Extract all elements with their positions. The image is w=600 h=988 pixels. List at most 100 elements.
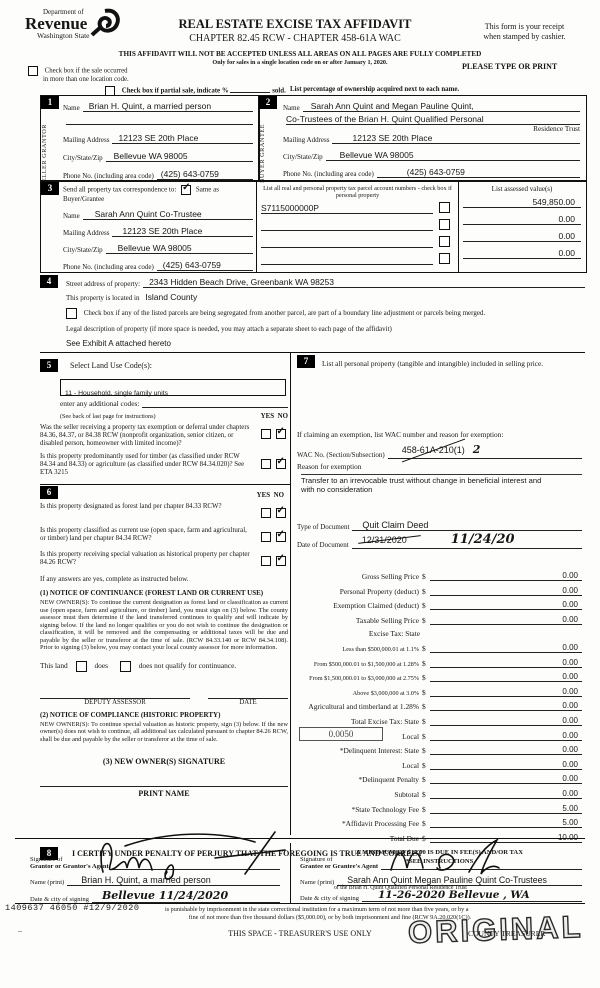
minimum-note: A MINIMUM OF $10.00 IS DUE IN FEE(S) AND… bbox=[356, 848, 523, 856]
legal-description-value[interactable]: See Exhibit A attached hereto bbox=[66, 339, 171, 348]
grantor-name-print-field[interactable]: Brian H. Quint, a married person bbox=[67, 875, 280, 886]
deputy-date-line[interactable] bbox=[208, 697, 288, 699]
tax-row-dollar: $ bbox=[422, 601, 426, 611]
parcel-field-1[interactable]: S7115000000P bbox=[261, 203, 433, 214]
grantor-sig-label-2: Grantor or Grantor's Agent bbox=[30, 863, 109, 870]
parcel-field-4[interactable] bbox=[261, 264, 433, 265]
this-land-does-not-checkbox[interactable] bbox=[119, 660, 131, 672]
s3-address-field[interactable]: 12123 SE 20th Place bbox=[112, 226, 253, 237]
tax-row-amount-field[interactable]: 5.00 bbox=[430, 804, 582, 814]
print-name-line[interactable] bbox=[40, 786, 288, 787]
buyer-name-field-2[interactable]: Co-Trustees of the Brian H. Quint Qualif… bbox=[286, 114, 580, 125]
s3-name-field[interactable]: Sarah Ann Quint Co-Trustee bbox=[82, 209, 253, 220]
s6-q1-no-checkbox[interactable]: ✓ bbox=[275, 505, 286, 519]
grantor-signature-line[interactable] bbox=[111, 869, 280, 870]
tax-row-amount-field[interactable]: 0.00 bbox=[430, 615, 582, 625]
tax-row-amount-field[interactable]: 0.00 bbox=[430, 571, 582, 581]
parcel-field-3[interactable] bbox=[261, 247, 433, 248]
parcel-field-2[interactable] bbox=[261, 230, 433, 231]
buyer-name-field[interactable]: Sarah Ann Quint and Megan Pauline Quint, bbox=[302, 101, 580, 112]
s3-phone-field[interactable]: (425) 643-0759 bbox=[156, 260, 253, 271]
seller-address-field[interactable]: 12123 SE 20th Place bbox=[112, 133, 253, 144]
tax-row-amount-field[interactable]: 0.00 bbox=[430, 643, 582, 653]
wac-field[interactable]: 458-61A-210(1) 2 bbox=[387, 440, 582, 459]
same-as-buyer-checkbox[interactable]: ✓ bbox=[181, 182, 192, 195]
street-address-field[interactable]: 2343 Hidden Beach Drive, Greenbank WA 98… bbox=[143, 277, 585, 288]
grantee-date-city-field[interactable]: 11-26-2020 Bellevue , WA bbox=[361, 889, 582, 902]
assessed-value-2: 0.00 bbox=[463, 214, 581, 225]
legal-description-label: Legal description of property (if more s… bbox=[66, 325, 392, 333]
deputy-assessor-sign-line[interactable] bbox=[40, 697, 190, 699]
s6-q2-no-checkbox[interactable]: ✓ bbox=[275, 529, 286, 543]
this-land-does-checkbox[interactable] bbox=[75, 660, 87, 672]
type-of-document-field[interactable]: Quit Claim Deed bbox=[352, 520, 582, 531]
section3-tab: 3 bbox=[41, 182, 59, 195]
parcel-personal-checkbox-1[interactable] bbox=[439, 202, 450, 213]
same-as-buyer-label: Same as Buyer/Grantee bbox=[63, 185, 219, 203]
tax-row-amount-field[interactable]: 0.00 bbox=[430, 789, 582, 799]
date-of-document-field[interactable]: 12/31/2020 11/24/20 bbox=[351, 530, 582, 549]
tax-row-amount-field[interactable]: 0.00 bbox=[430, 600, 582, 611]
buyer-address-field[interactable]: 12123 SE 20th Place bbox=[332, 133, 580, 144]
tax-row-amount-field[interactable]: 0.00 bbox=[430, 731, 582, 741]
assessed-value-3: 0.00 bbox=[463, 231, 581, 242]
buyer-city-field[interactable]: Bellevue WA 98005 bbox=[325, 150, 580, 161]
tax-rows: Gross Selling Price $0.00 Personal Propert… bbox=[297, 571, 582, 843]
seller-city-field[interactable]: Bellevue WA 98005 bbox=[105, 151, 253, 162]
tax-row-amount-field[interactable]: 5.00 bbox=[430, 818, 582, 829]
tax-row-amount-field[interactable]: 0.00 bbox=[430, 701, 582, 712]
tax-row: Excise Tax: State bbox=[297, 629, 582, 638]
s5-q2-yes-checkbox[interactable] bbox=[260, 458, 271, 469]
tax-row: Local $0.00 bbox=[297, 760, 582, 770]
buyer-phone-field[interactable]: (425) 643-0759 bbox=[376, 167, 580, 178]
tax-row-label: *Delinquent Penalty bbox=[358, 775, 419, 785]
buyer-phone-label: Phone No. (including area code) bbox=[283, 170, 374, 178]
tax-row-dollar: $ bbox=[422, 819, 426, 829]
tax-row-amount-field[interactable]: 0.00 bbox=[430, 716, 582, 726]
tax-row-amount-field[interactable]: 0.00 bbox=[430, 672, 582, 683]
tax-row-dollar: $ bbox=[422, 760, 426, 770]
notice1-title: (1) NOTICE OF CONTINUANCE (FOREST LAND O… bbox=[40, 589, 264, 597]
s5-q1-no-checkbox[interactable]: ✓ bbox=[275, 426, 286, 440]
land-use-code-box[interactable]: 11 - Household, single family units bbox=[60, 379, 286, 397]
seller-phone-label: Phone No. (including area code) bbox=[63, 172, 154, 180]
tax-row-amount-field[interactable]: 0.00 bbox=[430, 687, 582, 697]
s3-city-field[interactable]: Bellevue WA 98005 bbox=[105, 243, 253, 254]
s5-q2-no-checkbox[interactable]: ✓ bbox=[275, 456, 286, 469]
s6-q2-yes-checkbox[interactable] bbox=[260, 532, 271, 543]
additional-codes-field[interactable] bbox=[142, 407, 288, 408]
parcel-personal-checkbox-2[interactable] bbox=[439, 219, 450, 230]
s6-q1-yes-checkbox[interactable] bbox=[260, 508, 271, 519]
tax-row-amount-field[interactable]: 0.00 bbox=[430, 745, 582, 756]
ownership-note: List percentage of ownership acquired ne… bbox=[290, 86, 460, 93]
logo-revenue-line: Revenue bbox=[25, 14, 88, 33]
segregated-checkbox[interactable] bbox=[66, 308, 77, 319]
parcel-personal-checkbox-4[interactable] bbox=[439, 253, 450, 264]
seller-name-field[interactable]: Brian H. Quint, a married person bbox=[82, 101, 253, 112]
tax-row-amount-field[interactable]: 0.00 bbox=[430, 774, 582, 785]
tax-row-label: *Delinquent Interest: State bbox=[339, 746, 419, 756]
date-doc-typed: 12/31/2020 bbox=[361, 535, 407, 545]
grantor-date-city-field[interactable]: Bellevue 11/24/2020 bbox=[91, 889, 280, 903]
tax-row: *Affidavit Processing Fee $5.00 bbox=[297, 818, 582, 829]
tax-row-label: Agricultural and timberland at 1.28% bbox=[308, 702, 419, 712]
grantee-signature-line[interactable] bbox=[381, 869, 582, 870]
s6-q3-no-checkbox[interactable]: ✓ bbox=[275, 553, 286, 567]
s6-q1-text: Is this property designated as forest la… bbox=[40, 503, 222, 510]
tax-row-amount-field[interactable]: 0.00 bbox=[430, 760, 582, 770]
parcel-personal-checkbox-3[interactable] bbox=[439, 236, 450, 247]
assessed-header: List assessed value(s) bbox=[491, 185, 553, 193]
tax-row-amount-field[interactable]: 10.00 bbox=[430, 833, 582, 843]
partial-sale-percent-field[interactable] bbox=[230, 91, 271, 93]
tax-row-amount-field[interactable]: 0.00 bbox=[430, 586, 582, 596]
tax-row-amount-field[interactable]: 0.00 bbox=[430, 658, 582, 668]
grantee-name-print-field[interactable]: Sarah Ann Quint Megan Pauline Quint Co-T… bbox=[337, 875, 582, 886]
seller-phone-field[interactable]: (425) 643-0759 bbox=[156, 169, 253, 180]
located-in-field[interactable]: Island County bbox=[145, 292, 198, 302]
multi-location-label-1: Check box if the sale occurred bbox=[44, 67, 128, 75]
seller-name-field-2[interactable] bbox=[66, 124, 253, 125]
multi-location-checkbox[interactable] bbox=[28, 66, 38, 76]
tax-row-dollar: $ bbox=[422, 687, 426, 697]
s5-q1-yes-checkbox[interactable] bbox=[260, 429, 271, 440]
s6-q3-yes-checkbox[interactable] bbox=[260, 556, 271, 567]
